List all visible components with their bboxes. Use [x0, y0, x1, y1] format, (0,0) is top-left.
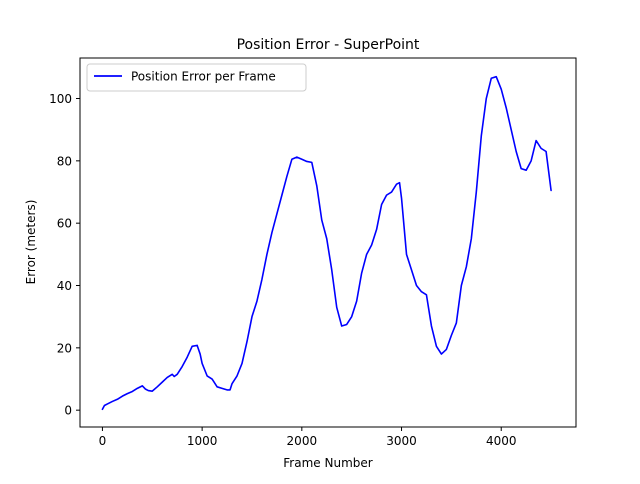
chart-title: Position Error - SuperPoint — [237, 37, 420, 53]
y-tick-label: 40 — [57, 279, 72, 293]
y-tick-label: 60 — [57, 217, 72, 231]
x-tick-label: 3000 — [386, 434, 417, 448]
y-tick-label: 20 — [57, 341, 72, 355]
plot-area — [79, 57, 577, 428]
series-line — [101, 75, 552, 411]
y-tick-label: 100 — [49, 92, 72, 106]
x-tick-label: 2000 — [287, 434, 318, 448]
x-axis: 0 1000 2000 3000 4000 — [99, 427, 517, 448]
x-axis-label: Frame Number — [283, 456, 372, 470]
y-tick-label: 80 — [57, 154, 72, 168]
legend: Position Error per Frame — [86, 63, 307, 92]
legend-label: Position Error per Frame — [131, 70, 276, 84]
x-tick-label: 1000 — [187, 434, 218, 448]
x-tick-label: 0 — [99, 434, 107, 448]
series-layer — [101, 75, 552, 411]
x-tick-label: 4000 — [486, 434, 517, 448]
plot-frame — [79, 57, 577, 428]
y-axis-label: Error (meters) — [24, 200, 38, 285]
y-axis: 0 20 40 60 80 100 — [49, 92, 80, 418]
legend-box — [86, 63, 307, 92]
y-tick-label: 0 — [64, 404, 72, 418]
